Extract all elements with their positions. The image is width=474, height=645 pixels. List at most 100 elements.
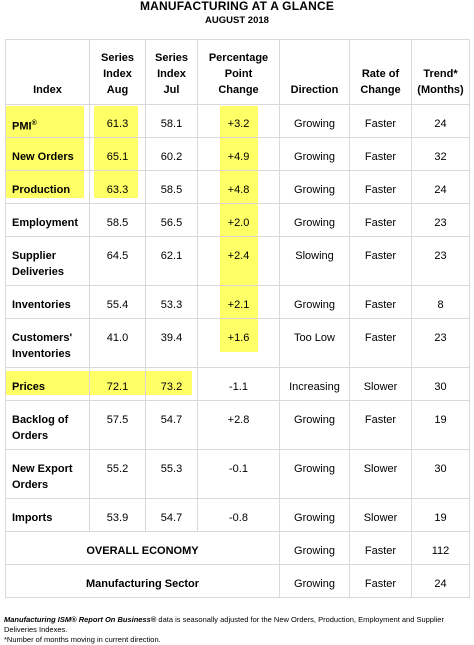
jul-value: 58.1	[160, 118, 183, 130]
header-pct-change: Percentage Point Change	[197, 39, 280, 105]
footnote: Manufacturing ISM® Report On Business® d…	[4, 615, 470, 645]
aug-value: 72.1	[106, 381, 129, 393]
direction-value: Too Low	[294, 332, 335, 344]
direction-value: Growing	[294, 151, 335, 163]
header-series-aug: Series Index Aug	[89, 39, 146, 105]
row-name: Prices	[12, 381, 46, 393]
table-row: New Export Orders 55.2 55.3 -0.1 Growing…	[5, 449, 470, 499]
trend-value: 112	[431, 545, 450, 557]
trend-value: 23	[434, 217, 447, 229]
table-row: Supplier Deliveries 64.5 62.1 +2.4 Slowi…	[5, 236, 470, 286]
pct-change-value: -1.1	[229, 381, 248, 393]
header-series-jul: Series Index Jul	[145, 39, 198, 105]
jul-value: 58.5	[160, 184, 183, 196]
header-index: Index	[5, 39, 90, 105]
aug-value: 61.3	[106, 118, 129, 130]
aug-value: 63.3	[106, 184, 129, 196]
pct-change-value: +4.8	[227, 184, 250, 196]
pct-change-value: -0.1	[229, 463, 248, 475]
footnote-note: *Number of months moving in current dire…	[4, 635, 161, 644]
summary-row: OVERALL ECONOMY Growing Faster 112	[5, 531, 470, 565]
aug-value: 65.1	[106, 151, 129, 163]
trend-value: 30	[434, 463, 447, 475]
table-row: Prices 72.1 73.2 -1.1 Increasing Slower …	[5, 367, 470, 401]
rate-value: Faster	[364, 118, 397, 130]
pct-change-value: +2.0	[227, 217, 250, 229]
row-name: Inventories	[12, 299, 71, 311]
pct-change-value: +2.8	[227, 414, 250, 426]
manufacturing-table: Index Series Index Aug Series Index Jul Perc…	[5, 39, 470, 598]
jul-value: 56.5	[160, 217, 183, 229]
table-row: Inventories 55.4 53.3 +2.1 Growing Faste…	[5, 285, 470, 319]
summary-row: Manufacturing Sector Growing Faster 24	[5, 564, 470, 598]
row-name: Backlog of Orders	[12, 414, 69, 442]
pct-change-value: +1.6	[227, 332, 250, 344]
direction-value: Increasing	[289, 381, 340, 393]
direction-value: Growing	[294, 184, 335, 196]
row-name: Imports	[12, 512, 53, 524]
trend-value: 24	[434, 578, 447, 590]
direction-value: Growing	[294, 217, 335, 229]
row-name: Supplier Deliveries	[12, 250, 64, 278]
trend-value: 23	[434, 332, 447, 344]
row-name: New Export Orders	[12, 463, 73, 491]
pct-change-value: +2.4	[227, 250, 250, 262]
table-row: Employment 58.5 56.5 +2.0 Growing Faster…	[5, 203, 470, 237]
row-name: Customers' Inventories	[12, 332, 73, 360]
page-title: MANUFACTURING AT A GLANCE	[139, 0, 335, 13]
rate-value: Faster	[364, 578, 397, 590]
row-name: Production	[12, 184, 71, 196]
table-row: PMI® 61.3 58.1 +3.2 Growing Faster 24	[5, 104, 470, 138]
aug-value: 55.2	[106, 463, 129, 475]
pct-change-value: +2.1	[227, 299, 250, 311]
rate-value: Faster	[364, 414, 397, 426]
header-direction: Direction	[279, 39, 350, 105]
aug-value: 41.0	[106, 332, 129, 344]
jul-value: 60.2	[160, 151, 183, 163]
direction-value: Growing	[294, 299, 335, 311]
row-name: PMI	[12, 120, 32, 133]
table-row: Production 63.3 58.5 +4.8 Growing Faster…	[5, 170, 470, 204]
rate-value: Faster	[364, 545, 397, 557]
trend-value: 8	[437, 299, 444, 311]
table-row: New Orders 65.1 60.2 +4.9 Growing Faster…	[5, 137, 470, 171]
row-name: New Orders	[12, 151, 74, 163]
jul-value: 39.4	[160, 332, 183, 344]
jul-value: 54.7	[160, 512, 183, 524]
row-name: Employment	[12, 217, 79, 229]
pct-change-value: -0.8	[229, 512, 248, 524]
trend-value: 23	[434, 250, 447, 262]
direction-value: Slowing	[295, 250, 334, 262]
rate-value: Faster	[364, 332, 397, 344]
jul-value: 73.2	[160, 381, 183, 393]
trend-value: 32	[434, 151, 447, 163]
table-row: Imports 53.9 54.7 -0.8 Growing Slower 19	[5, 498, 470, 532]
direction-value: Growing	[294, 512, 335, 524]
aug-value: 57.5	[106, 414, 129, 426]
jul-value: 62.1	[160, 250, 183, 262]
header-trend: Trend* (Months)	[411, 39, 470, 105]
page-subtitle: AUGUST 2018	[205, 15, 269, 26]
jul-value: 54.7	[160, 414, 183, 426]
jul-value: 55.3	[160, 463, 183, 475]
rate-value: Slower	[363, 463, 398, 475]
rate-value: Slower	[363, 512, 398, 524]
aug-value: 58.5	[106, 217, 129, 229]
trend-value: 24	[434, 118, 447, 130]
direction-value: Growing	[294, 463, 335, 475]
aug-value: 53.9	[106, 512, 129, 524]
table-row: Backlog of Orders 57.5 54.7 +2.8 Growing…	[5, 400, 470, 450]
footnote-text: data is seasonally adjusted for the New …	[4, 615, 444, 634]
trend-value: 24	[434, 184, 447, 196]
summary-label: OVERALL ECONOMY	[86, 545, 199, 557]
header-row: Index Series Index Aug Series Index Jul Perc…	[5, 39, 470, 105]
header-rate: Rate of Change	[349, 39, 412, 105]
rate-value: Faster	[364, 217, 397, 229]
pct-change-value: +4.9	[227, 151, 250, 163]
direction-value: Growing	[294, 414, 335, 426]
rate-value: Faster	[364, 184, 397, 196]
direction-value: Growing	[294, 545, 335, 557]
summary-label: Manufacturing Sector	[85, 578, 200, 590]
direction-value: Growing	[294, 118, 335, 130]
trend-value: 19	[434, 414, 447, 426]
